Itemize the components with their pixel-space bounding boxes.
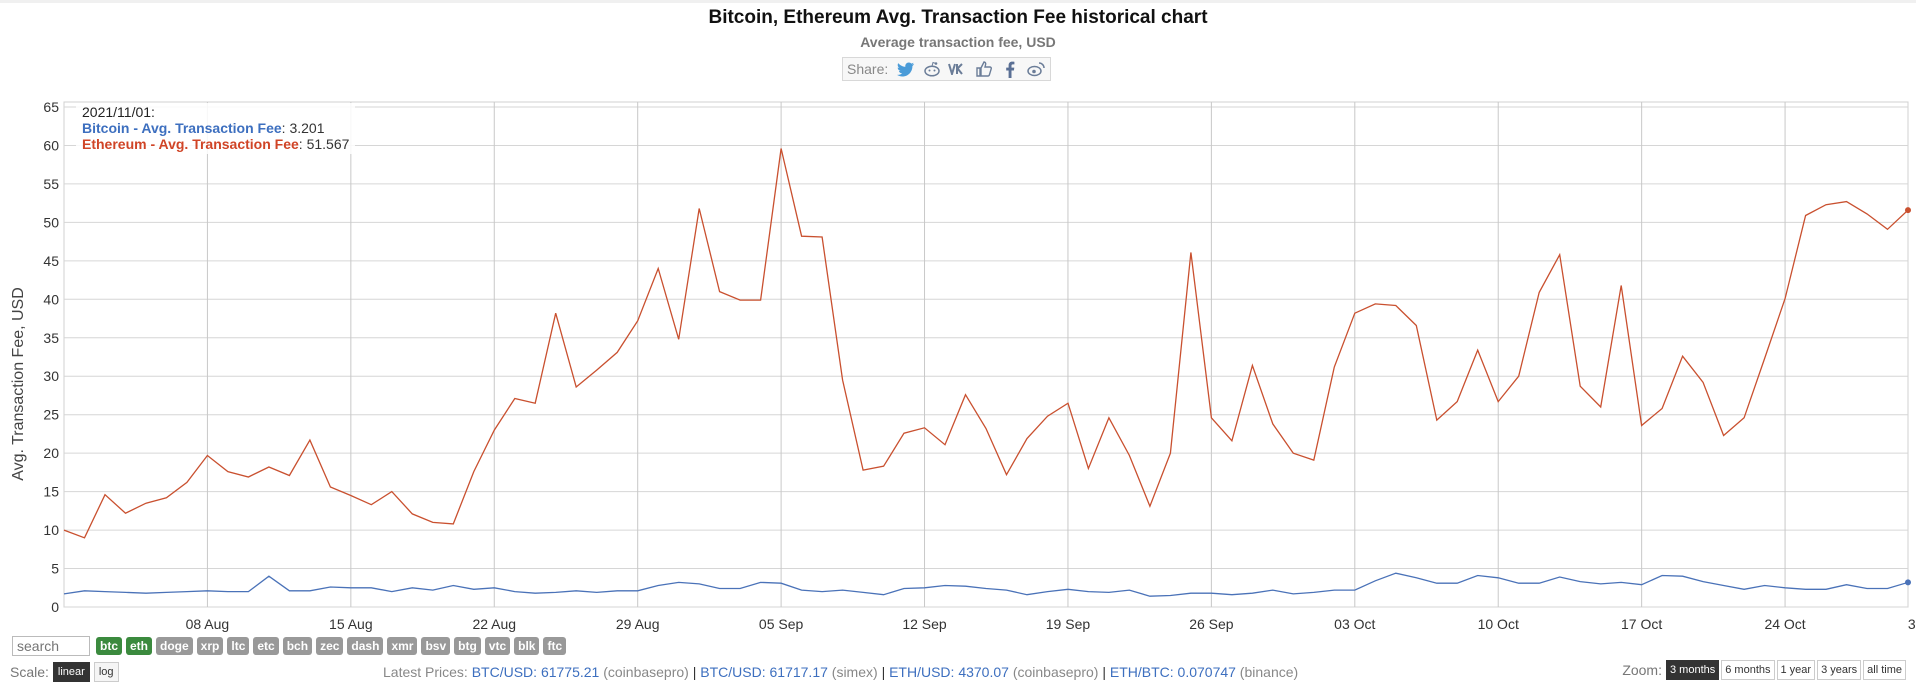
y-tick-label: 35 xyxy=(43,330,59,346)
price-separator: | xyxy=(881,664,886,680)
coin-button-btc[interactable]: btc xyxy=(96,637,122,655)
coin-button-ftc[interactable]: ftc xyxy=(543,637,567,655)
prices-label: Latest Prices: xyxy=(383,664,468,680)
zoom-3-years-button[interactable]: 3 years xyxy=(1817,660,1862,680)
scale-selector: Scale: linear log xyxy=(10,662,119,682)
coin-button-doge[interactable]: doge xyxy=(156,637,193,655)
share-bar: Share: xyxy=(842,57,1052,81)
y-tick-label: 60 xyxy=(43,137,59,153)
tooltip-date: 2021/11/01: xyxy=(82,104,155,120)
x-tick-label: 03 Oct xyxy=(1334,616,1375,632)
x-tick-label: 26 Sep xyxy=(1189,616,1234,632)
y-tick-label: 20 xyxy=(43,445,59,461)
scale-label: Scale: xyxy=(10,664,49,680)
coin-button-btg[interactable]: btg xyxy=(454,637,481,655)
coin-button-eth[interactable]: eth xyxy=(126,637,152,655)
zoom-selector: Zoom: 3 months 6 months 1 year 3 years a… xyxy=(1622,660,1906,680)
tooltip-eth-label: Ethereum - Avg. Transaction Fee xyxy=(82,136,299,152)
coin-list: btc eth doge xrp ltc etc bch zec dash xmr bsv btg vt… xyxy=(96,637,567,655)
x-tick-label: 17 Oct xyxy=(1621,616,1662,632)
y-tick-label: 10 xyxy=(43,522,59,538)
coin-button-blk[interactable]: blk xyxy=(514,637,540,655)
y-tick-label: 40 xyxy=(43,291,59,307)
y-tick-label: 30 xyxy=(43,368,59,384)
coin-button-dash[interactable]: dash xyxy=(347,637,384,655)
y-tick-label: 5 xyxy=(51,561,59,577)
chart-subtitle: Average transaction fee, USD xyxy=(860,34,1056,50)
scale-linear-button[interactable]: linear xyxy=(52,662,90,682)
zoom-6-months-button[interactable]: 6 months xyxy=(1721,660,1775,680)
reddit-icon[interactable] xyxy=(922,60,942,78)
y-tick-label: 45 xyxy=(43,253,59,269)
y-tick-label: 25 xyxy=(43,407,59,423)
coin-button-xrp[interactable]: xrp xyxy=(196,637,224,655)
like-icon[interactable] xyxy=(974,60,994,78)
y-axis-label: Avg. Transaction Fee, USD xyxy=(10,287,27,481)
price-separator: | xyxy=(1102,664,1106,680)
chart-title: Bitcoin, Ethereum Avg. Transaction Fee h… xyxy=(708,7,1208,28)
vk-icon[interactable] xyxy=(948,60,968,78)
twitter-icon[interactable] xyxy=(896,60,916,78)
coin-button-bsv[interactable]: bsv xyxy=(421,637,451,655)
share-label: Share: xyxy=(847,61,889,77)
price-link[interactable]: ETH/BTC: 0.070747 xyxy=(1109,664,1236,680)
search-input[interactable] xyxy=(12,636,90,656)
zoom-label: Zoom: xyxy=(1622,662,1662,678)
x-tick-label: 31 Oct xyxy=(1908,616,1916,632)
zoom-3-months-button[interactable]: 3 months xyxy=(1666,660,1720,680)
y-tick-label: 0 xyxy=(51,599,59,615)
x-tick-label: 10 Oct xyxy=(1478,616,1519,632)
scale-log-button[interactable]: log xyxy=(93,662,119,682)
x-tick-label: 22 Aug xyxy=(472,616,516,632)
weibo-icon[interactable] xyxy=(1026,60,1046,78)
coin-button-xmr[interactable]: xmr xyxy=(387,637,418,655)
x-tick-label: 19 Sep xyxy=(1046,616,1091,632)
x-axis-ticks: 08 Aug 15 Aug 22 Aug 29 Aug 05 Sep 12 Sep 19 S… xyxy=(186,616,1916,632)
coin-button-etc[interactable]: etc xyxy=(253,637,279,655)
tooltip-eth-value: : 51.567 xyxy=(298,136,350,152)
x-tick-label: 29 Aug xyxy=(616,616,660,632)
zoom-1-year-button[interactable]: 1 year xyxy=(1776,660,1816,680)
bitcoin-fee-line[interactable] xyxy=(63,572,1909,597)
coin-controls: btcethdogexrpltcetcbchzecdashxmrbsvbtgvt… xyxy=(12,636,567,656)
price-source: (binance) xyxy=(1235,664,1299,680)
y-axis-ticks: 0 5 10 15 20 25 30 35 40 45 50 55 60 65 xyxy=(43,99,59,615)
y-tick-label: 50 xyxy=(43,214,59,230)
price-source: (coinbasepro) xyxy=(599,664,689,680)
facebook-icon[interactable] xyxy=(1000,60,1020,78)
price-link[interactable]: BTC/USD: 61775.21 xyxy=(471,664,600,680)
latest-prices: Latest Prices: BTC/USD: 61775.21 (coinba… xyxy=(383,664,1298,680)
coin-button-zec[interactable]: zec xyxy=(316,637,344,655)
x-tick-label: 05 Sep xyxy=(759,616,804,632)
price-source: (simex) xyxy=(827,664,878,680)
x-tick-label: 24 Oct xyxy=(1764,616,1805,632)
price-separator: | xyxy=(692,664,697,680)
zoom-all-time-button[interactable]: all time xyxy=(1863,660,1906,680)
coin-button-bch[interactable]: bch xyxy=(282,637,313,655)
ethereum-fee-line[interactable] xyxy=(63,148,1909,539)
bitcoin-last-point[interactable] xyxy=(1905,579,1911,586)
x-tick-label: 12 Sep xyxy=(902,616,947,632)
y-tick-label: 55 xyxy=(43,176,59,192)
x-tick-label: 15 Aug xyxy=(329,616,373,632)
coin-button-vtc[interactable]: vtc xyxy=(484,637,511,655)
x-tick-label: 08 Aug xyxy=(186,616,230,632)
top-border xyxy=(0,0,1916,3)
tooltip-btc-value: : 3.201 xyxy=(281,120,325,136)
price-link[interactable]: BTC/USD: 61717.17 xyxy=(700,664,828,680)
tooltip-btc-label: Bitcoin - Avg. Transaction Fee xyxy=(82,120,282,136)
coin-button-ltc[interactable]: ltc xyxy=(227,637,250,655)
chart-tooltip: 2021/11/01: Bitcoin - Avg. Transaction F… xyxy=(76,103,356,154)
y-tick-label: 15 xyxy=(43,484,59,500)
chart-series xyxy=(63,148,1911,597)
price-link[interactable]: ETH/USD: 4370.07 xyxy=(889,664,1009,680)
chart-grid xyxy=(63,101,1909,608)
ethereum-last-point[interactable] xyxy=(1905,207,1911,214)
y-tick-label: 65 xyxy=(43,99,59,115)
price-source: (coinbasepro) xyxy=(1008,664,1099,680)
